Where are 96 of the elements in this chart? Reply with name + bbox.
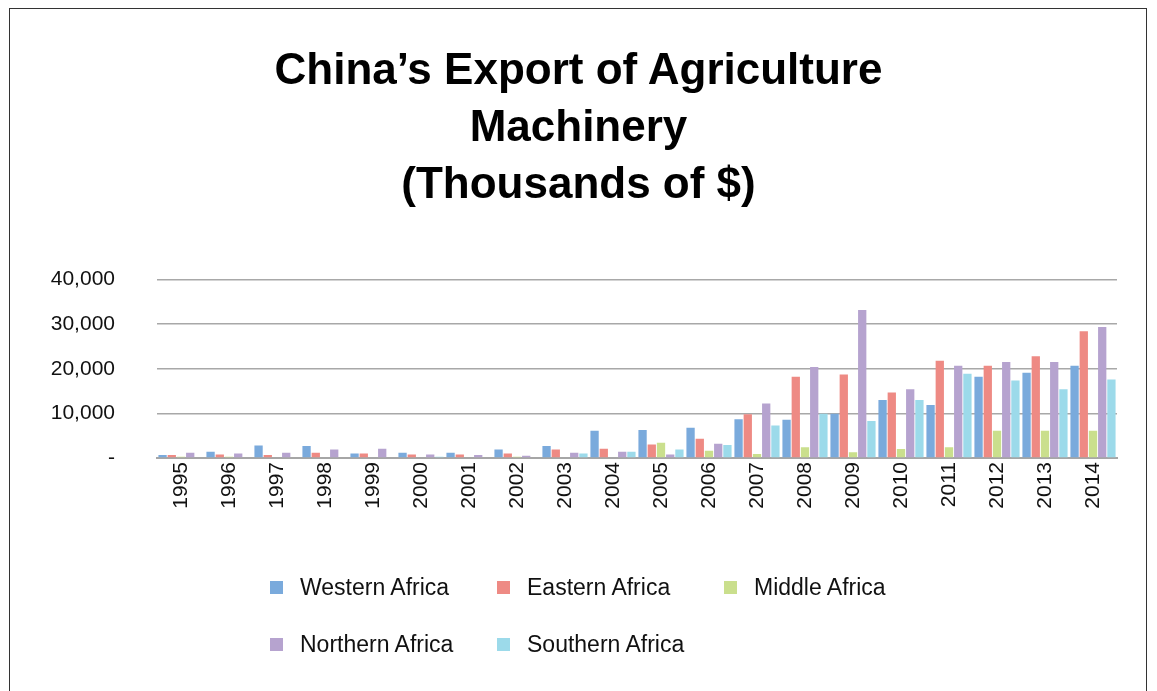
bar — [302, 445, 311, 458]
x-tick-label: 2010 — [887, 462, 911, 509]
x-tick-label: 2000 — [407, 462, 431, 509]
bar — [206, 451, 215, 458]
bar — [378, 448, 387, 458]
x-tick-label: 2012 — [983, 462, 1007, 509]
bar — [542, 445, 551, 458]
bar — [1059, 389, 1068, 458]
bar — [254, 445, 263, 458]
y-tick-label: 40,000 — [50, 266, 115, 290]
bar — [743, 414, 752, 458]
bar — [1088, 430, 1098, 458]
bar — [695, 438, 704, 458]
bar — [963, 373, 972, 458]
x-tick-label: 2002 — [503, 462, 527, 509]
chart-title: China’s Export of Agriculture Machinery (Thousands of $) — [273, 43, 884, 209]
legend-label: Northern Africa — [300, 631, 454, 658]
x-tick-label: 2009 — [839, 462, 863, 509]
bar — [782, 419, 791, 458]
bar — [944, 447, 954, 458]
x-tick-label: 2001 — [455, 462, 479, 509]
legend-label: Western Africa — [300, 574, 450, 601]
bar — [426, 454, 435, 458]
bar — [983, 365, 992, 458]
x-tick-label: 2008 — [791, 462, 815, 509]
bar — [954, 365, 963, 458]
bar — [800, 447, 810, 458]
bar — [830, 413, 839, 458]
bar — [915, 400, 924, 458]
bar — [723, 445, 732, 458]
bar — [1031, 356, 1040, 458]
bar — [407, 454, 416, 458]
bar — [848, 452, 858, 458]
bar — [1107, 379, 1116, 458]
bar — [714, 443, 723, 458]
x-tick-label: 2007 — [743, 462, 767, 509]
x-tick-label: 2003 — [551, 462, 575, 509]
x-tick-label: 2004 — [599, 461, 623, 509]
bar — [666, 454, 675, 458]
x-tick-label: 1999 — [359, 462, 383, 509]
y-tick-label: - — [108, 444, 115, 468]
bar — [1011, 380, 1020, 458]
bar — [974, 376, 983, 458]
bar — [647, 444, 656, 458]
bar — [734, 419, 743, 458]
x-tick-label: 2013 — [1031, 462, 1055, 509]
bar — [926, 404, 935, 458]
bar — [686, 427, 695, 458]
bar — [599, 448, 608, 458]
x-tick-label: 1996 — [215, 462, 239, 509]
bar — [590, 430, 599, 458]
bar — [494, 449, 503, 458]
bar — [656, 442, 666, 458]
bar — [1070, 365, 1079, 458]
legend-label: Eastern Africa — [527, 574, 671, 601]
bar — [1079, 331, 1088, 458]
bar — [906, 389, 915, 458]
legend-label: Southern Africa — [527, 631, 685, 658]
bar — [878, 400, 887, 458]
bar — [215, 454, 224, 458]
bar — [1098, 326, 1107, 458]
bar — [1050, 362, 1059, 458]
bar — [638, 429, 647, 458]
x-tick-label: 2006 — [695, 462, 719, 509]
bar — [992, 430, 1002, 458]
bar — [887, 392, 896, 458]
bar — [791, 376, 800, 458]
bar — [762, 403, 771, 458]
x-tick-label: 2005 — [647, 462, 671, 509]
bar — [704, 450, 714, 458]
bar — [771, 425, 780, 458]
bar — [446, 452, 455, 458]
bar — [455, 454, 464, 458]
y-tick-label: 10,000 — [50, 400, 115, 424]
bar — [398, 452, 407, 458]
bar — [1002, 362, 1011, 458]
bar — [858, 309, 867, 458]
bar — [896, 449, 906, 458]
x-tick-label: 1998 — [311, 462, 335, 509]
bar — [158, 454, 167, 458]
legend-label: Middle Africa — [754, 574, 886, 601]
bar — [819, 413, 828, 458]
y-tick-label: 20,000 — [50, 355, 115, 379]
bar — [935, 360, 944, 458]
x-tick-label: 2014 — [1079, 461, 1103, 509]
bar — [867, 420, 876, 458]
y-tick-label: 30,000 — [50, 311, 115, 334]
bar — [675, 449, 684, 458]
bar — [1040, 430, 1050, 458]
x-tick-label: 1995 — [167, 462, 191, 509]
x-tick-label: 2011 — [935, 462, 959, 508]
bar — [810, 367, 819, 458]
bar — [839, 374, 848, 458]
x-tick-label: 1997 — [263, 462, 287, 509]
bar — [627, 451, 636, 458]
bar — [1022, 372, 1031, 458]
